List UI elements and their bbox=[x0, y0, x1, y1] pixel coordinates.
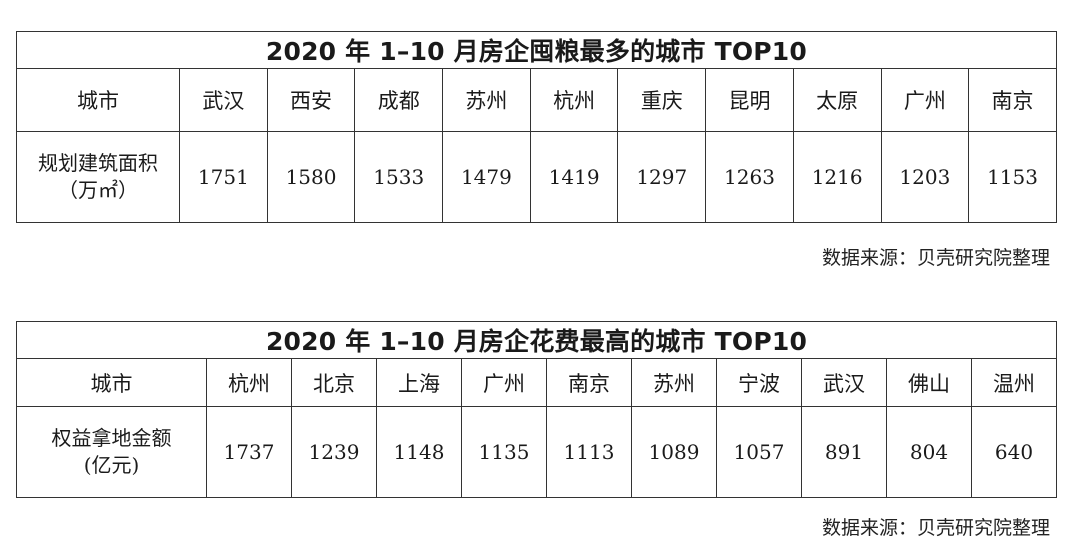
city-cell: 苏州 bbox=[631, 358, 717, 407]
city-cell: 武汉 bbox=[801, 358, 887, 407]
value-cell: 1057 bbox=[716, 406, 802, 498]
value-cell: 1737 bbox=[206, 406, 292, 498]
source-note: 数据来源：贝壳研究院整理 bbox=[821, 247, 1050, 269]
value-cell: 1089 bbox=[631, 406, 717, 498]
value-cell: 1239 bbox=[291, 406, 377, 498]
row-label-line: 规划建筑面积 bbox=[38, 151, 158, 175]
value-cell: 1751 bbox=[179, 131, 268, 223]
table-row: 权益拿地金额 (亿元) 1737 1239 1148 1135 1113 108… bbox=[16, 406, 1058, 498]
city-cell: 太原 bbox=[792, 68, 882, 132]
city-cell: 上海 bbox=[376, 358, 462, 407]
row-label-unit: (亿元) bbox=[83, 453, 140, 477]
city-cell: 宁波 bbox=[716, 358, 802, 407]
value-cell: 1580 bbox=[266, 131, 356, 223]
land-spend-table: 2020 年 1–10 月房企花费最高的城市 TOP10 城市 杭州 北京 上海… bbox=[15, 321, 1058, 498]
value-cell: 891 bbox=[801, 406, 887, 498]
city-cell: 西安 bbox=[266, 68, 356, 132]
city-cell: 佛山 bbox=[886, 358, 972, 407]
value-cell: 1297 bbox=[617, 131, 707, 223]
row-label: 规划建筑面积 （万㎡） bbox=[16, 131, 180, 223]
table-row: 规划建筑面积 （万㎡） 1751 1580 1533 1479 1419 129… bbox=[16, 131, 1057, 223]
row-label-unit: （万㎡） bbox=[58, 178, 138, 202]
city-cell: 武汉 bbox=[179, 68, 268, 132]
row-label: 权益拿地金额 (亿元) bbox=[16, 406, 207, 498]
value-cell: 1148 bbox=[376, 406, 462, 498]
table-header-row: 城市 杭州 北京 上海 广州 南京 苏州 宁波 武汉 佛山 温州 bbox=[16, 358, 1058, 407]
header-label: 城市 bbox=[16, 358, 207, 407]
value-cell: 640 bbox=[970, 406, 1058, 498]
city-cell: 南京 bbox=[546, 358, 632, 407]
header-label: 城市 bbox=[16, 68, 180, 132]
value-cell: 1113 bbox=[546, 406, 632, 498]
land-reserve-table: 2020 年 1–10 月房企囤粮最多的城市 TOP10 城市 武汉 西安 成都… bbox=[16, 31, 1057, 223]
city-cell: 广州 bbox=[880, 68, 970, 132]
value-cell: 1153 bbox=[968, 131, 1057, 223]
value-cell: 1263 bbox=[705, 131, 794, 223]
city-cell: 重庆 bbox=[617, 68, 707, 132]
city-cell: 杭州 bbox=[206, 358, 292, 407]
value-cell: 804 bbox=[886, 406, 972, 498]
value-cell: 1419 bbox=[529, 131, 619, 223]
table-header-row: 城市 武汉 西安 成都 苏州 杭州 重庆 昆明 太原 广州 南京 bbox=[16, 68, 1057, 132]
city-cell: 昆明 bbox=[705, 68, 794, 132]
value-cell: 1203 bbox=[880, 131, 970, 223]
value-cell: 1135 bbox=[461, 406, 547, 498]
value-cell: 1479 bbox=[442, 131, 531, 223]
city-cell: 杭州 bbox=[529, 68, 619, 132]
source-note: 数据来源：贝壳研究院整理 bbox=[821, 517, 1050, 539]
city-cell: 温州 bbox=[970, 358, 1058, 407]
value-cell: 1216 bbox=[792, 131, 882, 223]
table-title: 2020 年 1–10 月房企囤粮最多的城市 TOP10 bbox=[16, 31, 1057, 69]
city-cell: 广州 bbox=[461, 358, 547, 407]
city-cell: 北京 bbox=[291, 358, 377, 407]
city-cell: 苏州 bbox=[442, 68, 531, 132]
city-cell: 成都 bbox=[354, 68, 444, 132]
table-title: 2020 年 1–10 月房企花费最高的城市 TOP10 bbox=[15, 321, 1058, 359]
city-cell: 南京 bbox=[968, 68, 1057, 132]
value-cell: 1533 bbox=[354, 131, 444, 223]
row-label-line: 权益拿地金额 bbox=[51, 426, 172, 450]
